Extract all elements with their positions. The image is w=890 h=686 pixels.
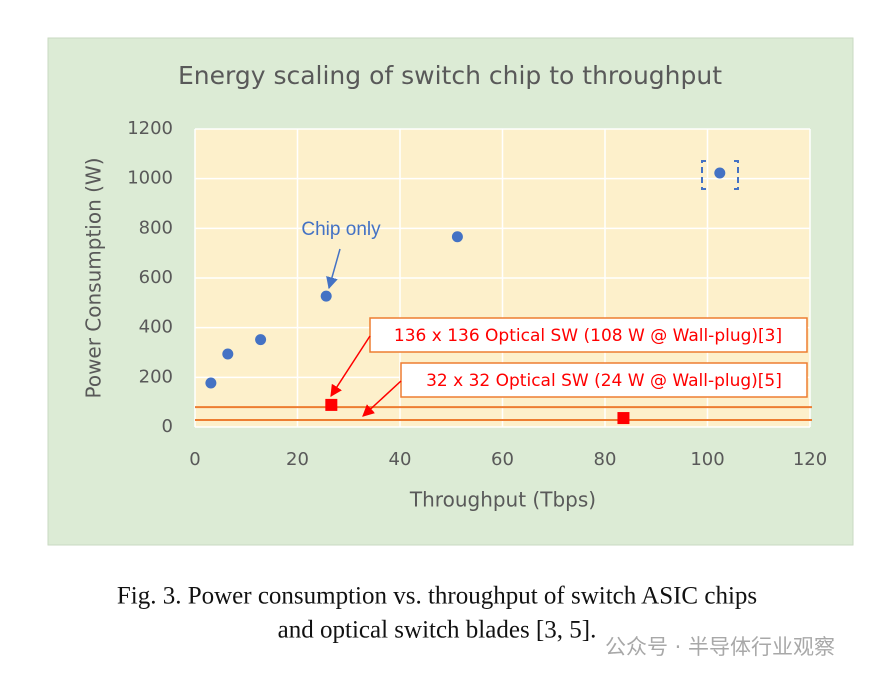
highlight-bracket (701, 160, 739, 190)
x-axis-title: Throughput (Tbps) (409, 488, 596, 512)
y-tick-label: 0 (162, 416, 173, 437)
caption-line: and optical switch blades [3, 5]. (278, 617, 597, 644)
x-tick-label: 0 (189, 449, 200, 470)
point (325, 398, 338, 411)
annotation-arrow (330, 335, 371, 398)
y-tick-label: 400 (139, 317, 173, 338)
x-tick-label: 20 (286, 449, 309, 470)
point (255, 334, 267, 346)
x-tick-label: 100 (690, 449, 724, 470)
y-tick-label: 800 (139, 217, 173, 238)
point (617, 412, 630, 425)
point (320, 290, 332, 302)
y-tick-label: 1000 (127, 168, 173, 189)
chart-title: Energy scaling of switch chip to through… (178, 61, 722, 90)
point (451, 231, 463, 243)
annotation: Chip only (301, 219, 381, 240)
x-tick-label: 60 (491, 449, 514, 470)
y-tick-label: 1200 (127, 118, 173, 139)
y-tick-label: 600 (139, 267, 173, 288)
point (205, 377, 217, 389)
x-tick-label: 40 (389, 449, 412, 470)
x-tick-label: 120 (793, 449, 827, 470)
watermark: 公众号 · 半导体行业观察 (605, 635, 835, 659)
point (222, 348, 234, 360)
x-tick-label: 80 (594, 449, 617, 470)
annotation-box (369, 317, 808, 353)
annotation-arrow (362, 380, 402, 417)
y-axis-title: Power Consumption (W) (82, 157, 106, 398)
annotation: 32 x 32 Optical SW (24 W @ Wall-plug)[5] (426, 371, 782, 391)
y-tick-label: 200 (139, 366, 173, 387)
annotation-box (400, 362, 808, 398)
caption-line: Fig. 3. Power consumption vs. throughput… (117, 583, 757, 610)
point (714, 167, 726, 179)
annotation-arrow (326, 248, 341, 290)
annotation: 136 x 136 Optical SW (108 W @ Wall-plug)… (394, 326, 782, 346)
